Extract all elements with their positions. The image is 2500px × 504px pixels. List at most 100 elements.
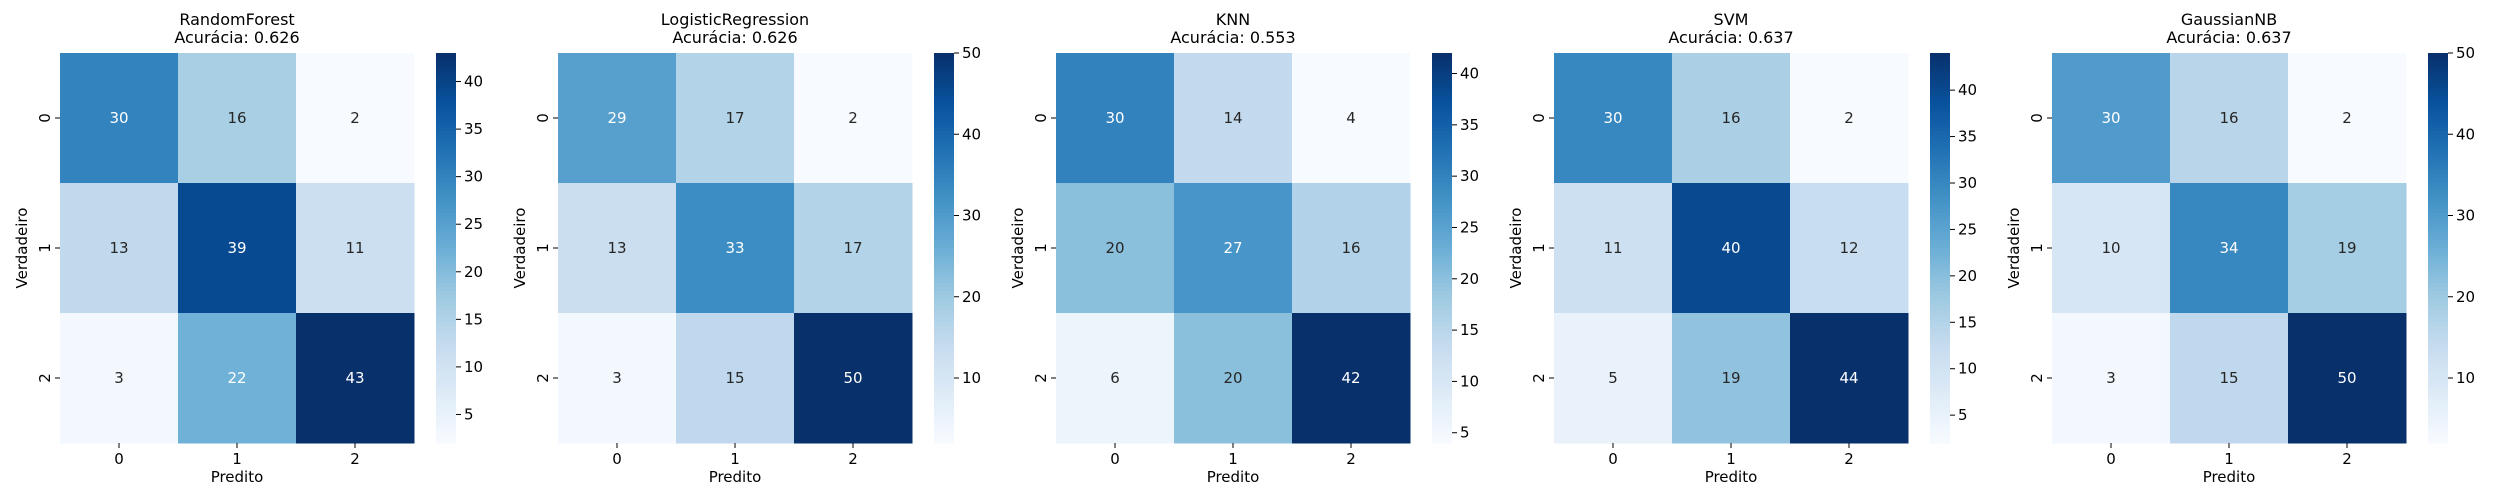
cell-value-label: 44	[1839, 369, 1858, 387]
colorbar-segment	[934, 306, 954, 311]
colorbar-segment	[934, 60, 954, 66]
heatmap-cell	[2052, 183, 2171, 314]
heatmap-cell	[1174, 53, 1293, 184]
colorbar-segment	[934, 68, 954, 74]
colorbar-segment	[934, 251, 954, 257]
colorbar-segment	[436, 154, 456, 159]
colorbar-segment	[1930, 411, 1950, 417]
colorbar-segment	[436, 99, 456, 105]
colorbar-segment	[436, 283, 456, 288]
colorbar-segment	[1930, 283, 1950, 288]
colorbar-segment	[2428, 193, 2448, 198]
colorbar-tick-label: 20	[1460, 270, 1479, 288]
colorbar-segment	[1930, 166, 1950, 171]
colorbar-segment	[934, 232, 954, 237]
colorbar-segment	[1930, 119, 1950, 124]
colorbar-segment	[1432, 439, 1452, 444]
colorbar-segment	[436, 322, 456, 327]
cell-value-label: 50	[843, 369, 862, 387]
colorbar-segment	[436, 236, 456, 241]
colorbar-segment	[436, 368, 456, 374]
colorbar-segment	[2428, 197, 2448, 202]
colorbar-segment	[2428, 326, 2448, 331]
colorbar-segment	[436, 185, 456, 191]
y-tick-label: 0	[36, 113, 54, 123]
colorbar-segment	[934, 189, 954, 194]
colorbar-segment	[934, 103, 954, 109]
colorbar-segment	[2428, 337, 2448, 343]
colorbar-segment	[934, 150, 954, 155]
cell-value-label: 14	[1223, 109, 1242, 127]
cell-value-label: 13	[109, 239, 128, 257]
colorbar-segment	[1432, 201, 1452, 206]
colorbar-segment	[2428, 127, 2448, 132]
colorbar-segment	[2428, 439, 2448, 444]
colorbar-segment	[2428, 146, 2448, 152]
colorbar-segment	[1930, 173, 1950, 179]
colorbar-segment	[1432, 138, 1452, 144]
colorbar-segment	[1432, 131, 1452, 136]
colorbar-tick-label: 30	[1460, 167, 1479, 185]
colorbar-segment	[2428, 80, 2448, 85]
colorbar-segment	[2428, 76, 2448, 81]
colorbar-segment	[1930, 170, 1950, 175]
colorbar-segment	[2428, 283, 2448, 288]
colorbar-segment	[2428, 380, 2448, 386]
colorbar-segment	[934, 162, 954, 167]
colorbar-segment	[934, 396, 954, 401]
cell-value-label: 16	[227, 109, 246, 127]
heatmap-cell	[1292, 53, 1411, 184]
colorbar-segment	[1432, 341, 1452, 347]
colorbar-segment	[1930, 302, 1950, 308]
colorbar-segment	[934, 333, 954, 339]
colorbar-tick-label: 10	[1460, 372, 1479, 390]
colorbar-segment	[436, 404, 456, 409]
cell-value-label: 16	[1721, 109, 1740, 127]
colorbar-segment	[1432, 314, 1452, 319]
colorbar-segment	[2428, 224, 2448, 230]
colorbar-segment	[1432, 345, 1452, 350]
colorbar-segment	[436, 216, 456, 222]
colorbar-segment	[2428, 290, 2448, 296]
x-tick-label: 0	[114, 450, 124, 468]
colorbar-segment	[436, 189, 456, 194]
colorbar-segment	[1432, 392, 1452, 397]
cell-value-label: 20	[1105, 239, 1124, 257]
colorbar-segment	[436, 251, 456, 257]
colorbar-segment	[436, 138, 456, 144]
colorbar-segment	[934, 64, 954, 70]
colorbar-segment	[436, 259, 456, 265]
colorbar-segment	[1930, 314, 1950, 319]
colorbar-segment	[1930, 146, 1950, 152]
colorbar-segment	[934, 290, 954, 296]
colorbar-segment	[436, 298, 456, 304]
colorbar-segment	[2428, 423, 2448, 428]
colorbar-segment	[2428, 279, 2448, 284]
colorbar-segment	[2428, 162, 2448, 167]
y-axis-label: Verdadeiro	[2005, 208, 2023, 289]
colorbar-segment	[1432, 407, 1452, 413]
colorbar-tick-label: 50	[2456, 44, 2475, 62]
colorbar-segment	[2428, 411, 2448, 417]
colorbar-segment	[2428, 166, 2448, 171]
colorbar-segment	[1432, 115, 1452, 120]
colorbar-segment	[2428, 404, 2448, 409]
colorbar-segment	[1432, 236, 1452, 241]
colorbar-segment	[934, 318, 954, 323]
colorbar-segment	[2428, 209, 2448, 214]
colorbar-segment	[1930, 68, 1950, 74]
colorbar-segment	[934, 72, 954, 77]
colorbar-segment	[1432, 107, 1452, 113]
x-tick-label: 0	[1608, 450, 1618, 468]
colorbar-segment	[2428, 361, 2448, 366]
colorbar-segment	[1930, 310, 1950, 315]
colorbar-segment	[934, 185, 954, 191]
colorbar-segment	[1432, 329, 1452, 335]
cell-value-label: 30	[1105, 109, 1124, 127]
colorbar-segment	[2428, 216, 2448, 222]
colorbar-segment	[436, 127, 456, 132]
colorbar-segment	[436, 131, 456, 136]
colorbar-segment	[1432, 283, 1452, 288]
